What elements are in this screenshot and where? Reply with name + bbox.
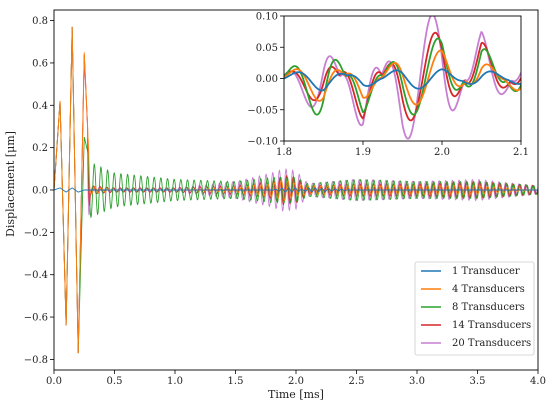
y-tick-label: 0.00 bbox=[256, 74, 278, 85]
x-tick-label: 2.0 bbox=[434, 147, 450, 158]
legend-item: 8 Transducers bbox=[421, 302, 525, 313]
inset-plot bbox=[284, 16, 521, 140]
legend-item: 14 Transducers bbox=[421, 320, 531, 331]
y-tick-label: −0.4 bbox=[24, 270, 48, 281]
legend: 1 Transducer 4 Transducers 8 Transducers… bbox=[414, 261, 535, 356]
inset-axes: 1.8 1.9 2.0 2.1 −0.10 −0.05 0.00 0.05 0.10 bbox=[247, 12, 529, 159]
x-tick-label: 1.8 bbox=[276, 147, 292, 158]
y-axis-label: Displacement [μm] bbox=[4, 131, 17, 237]
x-tick-label: 2.1 bbox=[513, 147, 529, 158]
legend-label: 14 Transducers bbox=[452, 320, 531, 331]
x-tick-label: 2.0 bbox=[288, 376, 304, 387]
x-tick-label: 2.5 bbox=[349, 376, 365, 387]
series-line bbox=[53, 26, 539, 354]
y-tick-label: −0.2 bbox=[24, 228, 48, 239]
y-tick-label: −0.8 bbox=[24, 355, 48, 366]
inset-series-line bbox=[284, 31, 521, 122]
inset-series-group bbox=[284, 16, 521, 140]
legend-item: 20 Transducers bbox=[421, 338, 531, 349]
x-tick-label: 3.0 bbox=[409, 376, 425, 387]
x-tick-label: 4.0 bbox=[530, 376, 546, 387]
legend-label: 4 Transducers bbox=[452, 284, 525, 295]
x-tick-label: 1.0 bbox=[167, 376, 183, 387]
inset-series-line bbox=[284, 68, 521, 92]
y-tick-label: 0.8 bbox=[32, 16, 48, 27]
y-tick-label: 0.10 bbox=[256, 12, 278, 23]
legend-item: 4 Transducers bbox=[421, 284, 525, 295]
legend-item: 1 Transducer bbox=[421, 266, 520, 277]
y-tick-label: 0.05 bbox=[256, 43, 278, 54]
y-tick-label: −0.05 bbox=[247, 105, 278, 116]
x-tick-label: 1.5 bbox=[228, 376, 244, 387]
series-line bbox=[53, 187, 538, 193]
y-tick-label: 0.4 bbox=[32, 101, 48, 112]
y-tick-label: −0.6 bbox=[24, 313, 48, 324]
legend-label: 1 Transducer bbox=[452, 266, 520, 277]
series-line bbox=[53, 26, 539, 354]
main-plot bbox=[53, 26, 539, 354]
x-tick-label: 0.0 bbox=[46, 376, 62, 387]
x-axis-label: Time [ms] bbox=[268, 388, 324, 401]
y-tick-label: −0.10 bbox=[247, 137, 278, 148]
legend-label: 20 Transducers bbox=[452, 338, 531, 349]
y-tick-label: 0.6 bbox=[32, 58, 48, 69]
main-axes: 0.0 0.5 1.0 1.5 2.0 2.5 3.0 3.5 4.0 −0.8 −0.6 −0.4 −… bbox=[24, 9, 546, 387]
x-tick-label: 0.5 bbox=[107, 376, 123, 387]
y-tick-label: 0.0 bbox=[32, 186, 48, 197]
x-tick-label: 3.5 bbox=[470, 376, 486, 387]
x-tick-label: 1.9 bbox=[355, 147, 371, 158]
legend-label: 8 Transducers bbox=[452, 302, 525, 313]
inset-series-line bbox=[284, 16, 521, 140]
legend-frame bbox=[414, 261, 535, 356]
y-tick-label: 0.2 bbox=[32, 143, 48, 154]
inset-series-line bbox=[284, 37, 521, 116]
